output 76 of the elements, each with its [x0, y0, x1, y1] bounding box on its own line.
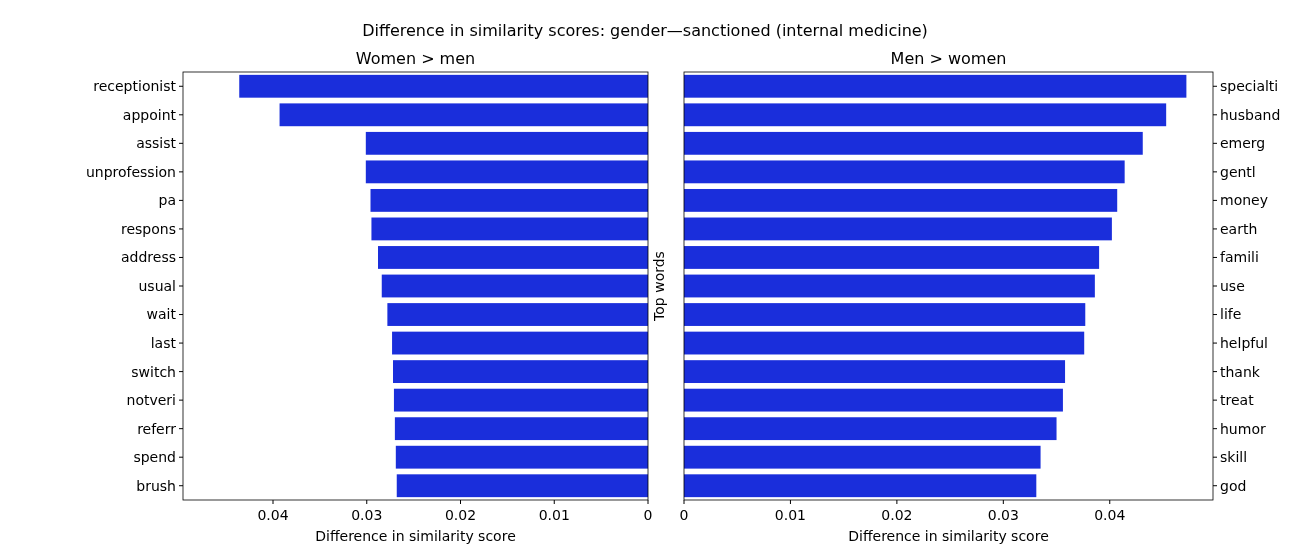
x-axis-title: Difference in similarity score: [315, 528, 516, 544]
bar: [684, 474, 1037, 498]
y-tick-label: pa: [158, 192, 176, 209]
y-tick-label: thank: [1220, 363, 1261, 380]
bar: [684, 131, 1143, 155]
bar: [395, 445, 648, 469]
x-axis-title: Difference in similarity score: [848, 528, 1049, 544]
y-tick-label: wait: [146, 306, 177, 323]
y-tick-label: treat: [1220, 392, 1255, 409]
y-tick-label: respons: [121, 220, 176, 237]
y-tick-label: emerg: [1220, 135, 1266, 152]
y-tick-label: appoint: [122, 106, 177, 123]
bar: [684, 103, 1167, 127]
y-tick-label: gentl: [1220, 163, 1256, 180]
bar: [365, 131, 648, 155]
bar: [393, 388, 648, 412]
bar: [684, 74, 1187, 98]
y-axis-title: Top words: [651, 251, 667, 322]
bar: [684, 274, 1095, 298]
bar: [371, 217, 648, 241]
y-tick-label: usual: [138, 277, 176, 294]
y-tick-label: humor: [1220, 420, 1266, 437]
bar: [684, 303, 1086, 326]
y-tick-label: brush: [136, 477, 176, 494]
x-tick-label: 0: [679, 507, 689, 523]
y-tick-label: spend: [133, 449, 176, 466]
x-tick-label: 0.03: [987, 507, 1019, 523]
x-tick-label: 0: [643, 507, 653, 523]
bar: [396, 474, 648, 498]
bar: [365, 160, 648, 184]
bar: [684, 160, 1125, 184]
chart-title: Men > women: [890, 49, 1007, 68]
y-tick-label: specialti: [1220, 78, 1279, 95]
bar: [684, 188, 1118, 212]
bar: [684, 246, 1100, 269]
x-tick-label: 0.03: [351, 507, 383, 523]
y-tick-label: last: [150, 334, 177, 351]
y-tick-label: address: [120, 249, 176, 266]
y-tick-label: husband: [1220, 106, 1281, 123]
y-tick-label: god: [1220, 477, 1247, 494]
bar: [684, 331, 1085, 355]
y-tick-label: unprofession: [85, 163, 176, 180]
x-tick-label: 0.01: [538, 507, 570, 523]
text: Difference in similarity scores: gender—sanctioned (internal medicine): [362, 21, 928, 40]
bar: [392, 331, 648, 355]
x-tick-label: 0.04: [1094, 507, 1126, 523]
y-tick-label: referr: [137, 420, 177, 437]
bar: [394, 417, 648, 441]
x-tick-label: 0.02: [444, 507, 477, 523]
bar: [684, 417, 1057, 441]
y-tick-label: money: [1220, 192, 1268, 209]
y-tick-label: notveri: [126, 392, 176, 409]
y-tick-label: receptionist: [93, 78, 177, 95]
bar: [387, 303, 648, 326]
x-tick-label: 0.02: [881, 507, 913, 523]
y-tick-label: helpful: [1220, 334, 1268, 351]
bar: [684, 388, 1063, 412]
bar: [684, 217, 1112, 241]
y-tick-label: use: [1220, 277, 1245, 294]
bar: [370, 188, 648, 212]
y-tick-label: switch: [131, 363, 176, 380]
bar: [381, 274, 648, 298]
x-tick-label: 0.01: [774, 507, 807, 523]
x-tick-label: 0.04: [257, 507, 289, 523]
bar: [393, 360, 648, 384]
y-tick-label: famili: [1220, 249, 1259, 266]
y-tick-label: skill: [1220, 449, 1248, 466]
bar: [239, 74, 648, 98]
y-tick-label: earth: [1220, 220, 1258, 237]
bar: [684, 360, 1066, 384]
bar: [684, 445, 1041, 469]
bar: [378, 246, 648, 269]
y-tick-label: life: [1220, 306, 1242, 323]
y-tick-label: assist: [136, 135, 177, 152]
chart-title: Women > men: [355, 49, 476, 68]
bar: [279, 103, 648, 127]
